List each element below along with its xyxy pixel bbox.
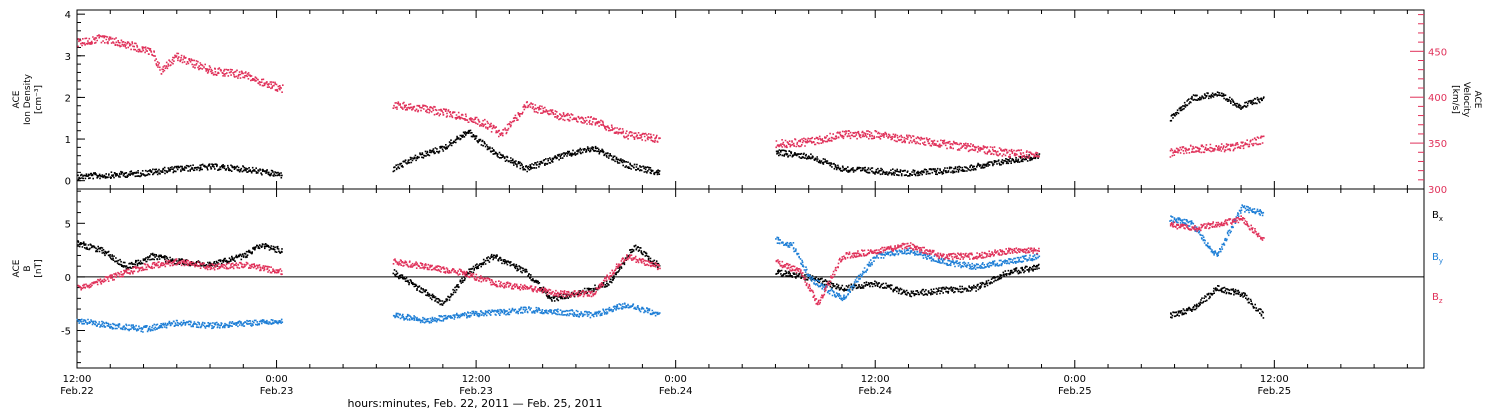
legend-bx: Bx: [1432, 210, 1443, 223]
x-tick-time: 12:00: [1260, 374, 1289, 385]
x-tick-time: 0:00: [265, 374, 287, 385]
legend-subscript: x: [1439, 215, 1443, 223]
legend-subscript: y: [1439, 257, 1443, 265]
density-axis-label-line: Ion Density: [23, 73, 33, 125]
velocity-segment-2: [392, 101, 661, 143]
By-points: [775, 236, 1041, 302]
velocity-tick-label: 400: [1428, 93, 1447, 104]
top-velocity-series: [77, 34, 1265, 159]
density-points: [1169, 91, 1265, 122]
x-tick-date: Feb.22: [60, 386, 94, 397]
bottom-By-series: [76, 204, 1265, 333]
velocity-tick-label: 300: [1428, 185, 1447, 196]
density-tick-label: 2: [65, 93, 71, 104]
x-tick-date: Feb.23: [459, 386, 493, 397]
legend-subscript: z: [1439, 297, 1443, 305]
x-tick-time: 0:00: [1064, 374, 1086, 385]
velocity-axis-label-line: ACE: [1472, 91, 1482, 109]
velocity-axis-label-line: [km/s]: [1450, 85, 1460, 114]
velocity-segment-3: [775, 130, 1040, 159]
density-segment-3: [775, 149, 1041, 177]
x-axis-title: hours:minutes, Feb. 22, 2011 — Feb. 25, …: [347, 397, 602, 410]
Bz-segment-1: [77, 258, 283, 291]
legend-bz: Bz: [1432, 292, 1443, 305]
x-tick-date: Feb.25: [1058, 386, 1092, 397]
Bx-segment-4: [1170, 285, 1265, 319]
x-tick-time: 12:00: [861, 374, 890, 385]
x-tick-date: Feb.24: [659, 386, 693, 397]
Bx-points: [775, 263, 1040, 298]
By-segment-1: [76, 318, 284, 333]
x-tick-time: 12:00: [63, 374, 92, 385]
Bx-points: [392, 244, 661, 306]
x-tick-time: 0:00: [664, 374, 686, 385]
density-tick-label: 1: [65, 135, 71, 146]
velocity-tick-label: 450: [1428, 47, 1447, 58]
velocity-tick-label: 350: [1428, 139, 1447, 150]
velocity-axis-label-line: Velocity: [1461, 82, 1471, 118]
b-tick-label: 5: [65, 219, 71, 230]
x-tick-date: Feb.25: [1258, 386, 1292, 397]
Bz-segment-2: [392, 254, 661, 298]
density-segment-1: [77, 163, 283, 181]
density-tick-label: 4: [65, 10, 71, 21]
velocity-segment-4: [1169, 135, 1265, 158]
Bx-segment-2: [392, 244, 661, 306]
b-tick-label: 0: [65, 273, 71, 284]
top-panel-frame: [76, 9, 1425, 190]
b-axis-label-line: B: [23, 265, 33, 271]
b-tick-label: -5: [61, 326, 71, 337]
density-points: [77, 163, 283, 181]
By-points: [392, 302, 661, 324]
Bx-points: [1170, 285, 1265, 319]
Bz-points: [775, 242, 1040, 306]
x-tick-date: Feb.23: [260, 386, 294, 397]
bottom-Bx-series: [77, 240, 1265, 319]
velocity-points: [1169, 135, 1265, 158]
legend-label: B: [1432, 252, 1439, 263]
density-tick-label: 3: [65, 52, 71, 63]
b-axis-label-line: ACE: [12, 259, 22, 277]
legend-label: B: [1432, 210, 1439, 221]
top-density-series: [77, 91, 1265, 181]
bottom-Bz-series: [77, 215, 1265, 306]
bottom-panel-frame: [76, 188, 1425, 369]
density-points: [392, 129, 661, 176]
By-segment-2: [392, 302, 661, 324]
density-axis-label: ACE Ion Density [cm⁻³]: [12, 73, 44, 125]
Bz-points: [392, 254, 661, 298]
Bx-segment-3: [775, 263, 1040, 298]
By-segment-4: [1169, 204, 1265, 257]
density-tick-label: 0: [65, 177, 71, 188]
By-points: [76, 318, 284, 333]
velocity-points: [77, 34, 284, 93]
b-axis-label-line: [nT]: [34, 259, 44, 277]
density-segment-4: [1169, 91, 1265, 122]
time-axis: 12:00Feb.220:00Feb.2312:00Feb.230:00Feb.…: [60, 374, 1291, 397]
x-tick-date: Feb.24: [858, 386, 892, 397]
velocity-points: [392, 101, 661, 143]
By-points: [1169, 204, 1265, 257]
velocity-segment-1: [77, 34, 284, 93]
Bz-segment-3: [775, 242, 1040, 306]
By-segment-3: [775, 236, 1041, 302]
legend-label: B: [1432, 292, 1439, 303]
density-points: [775, 149, 1041, 177]
Bz-points: [77, 258, 283, 291]
velocity-points: [775, 130, 1040, 159]
x-tick-time: 12:00: [462, 374, 491, 385]
legend-by: By: [1432, 252, 1443, 265]
b-axis-label: ACE B [nT]: [12, 259, 44, 277]
density-axis-label-line: [cm⁻³]: [34, 85, 44, 114]
density-axis-label-line: ACE: [12, 90, 22, 108]
density-segment-2: [392, 129, 661, 176]
